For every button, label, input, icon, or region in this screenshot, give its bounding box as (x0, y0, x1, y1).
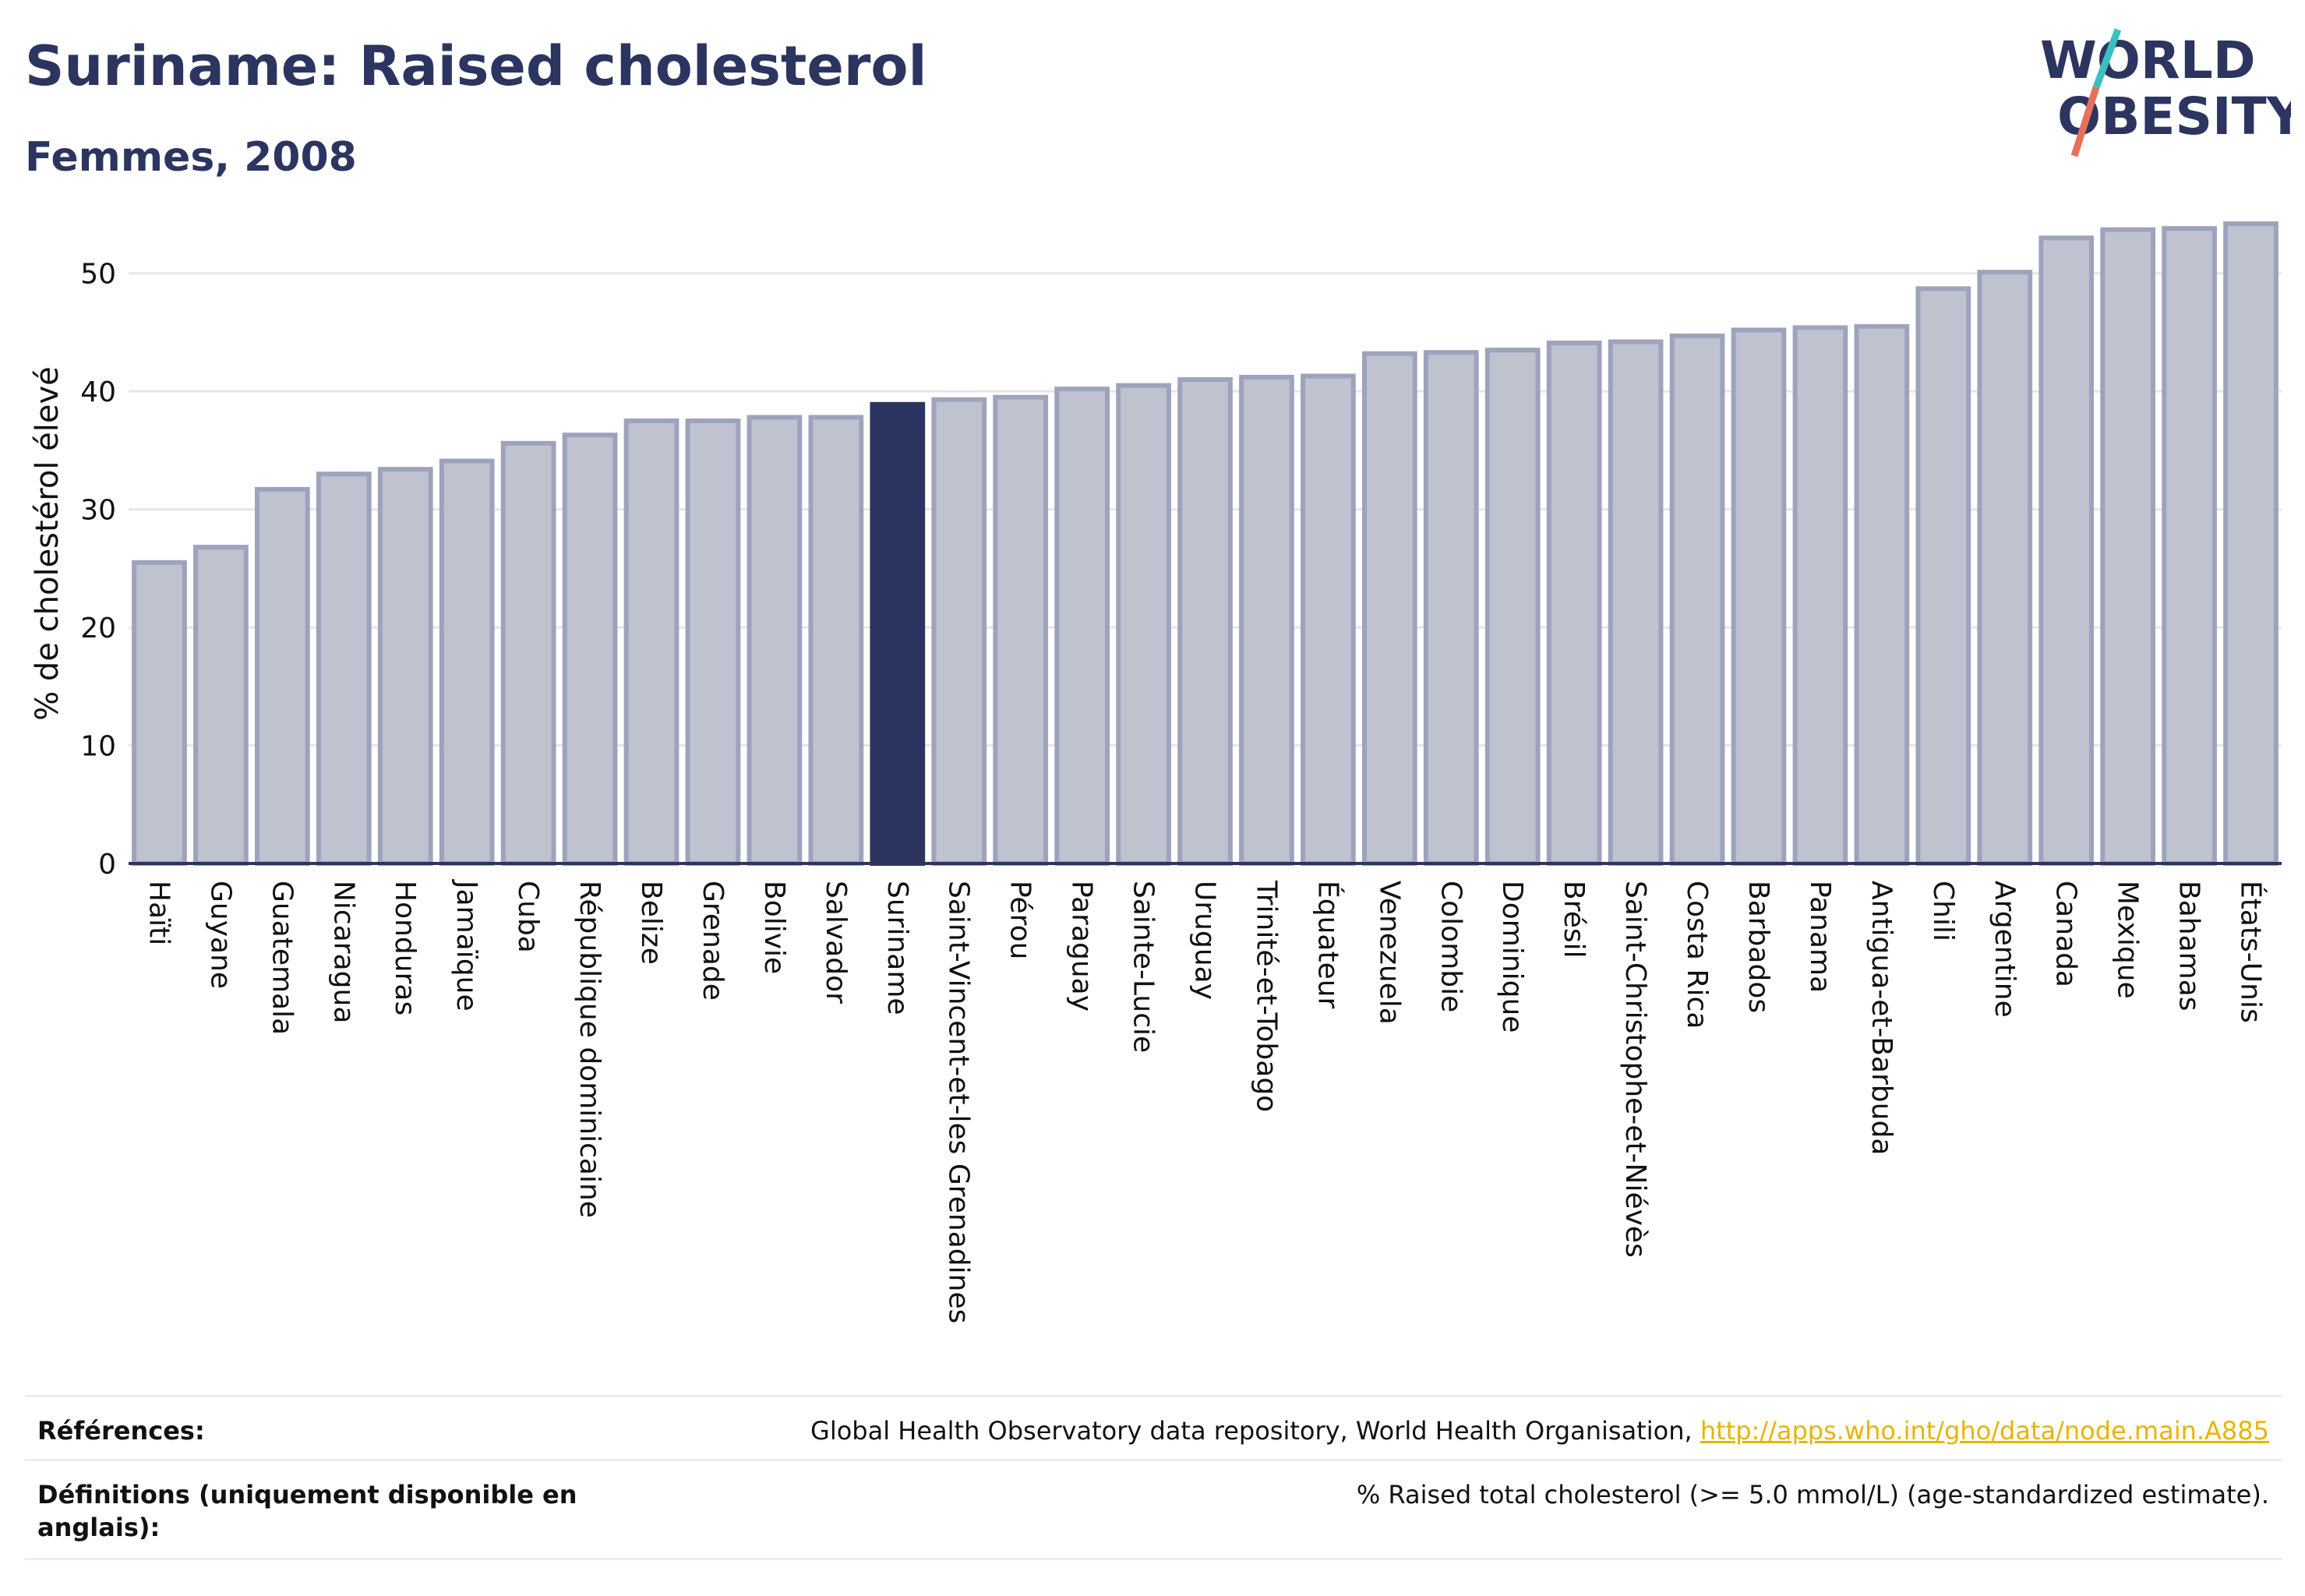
chart-title: Suriname: Raised cholesterol (25, 34, 927, 98)
x-tick-label: Antigua-et-Barbuda (1866, 881, 1897, 1155)
x-tick-label: Équateur (1311, 881, 1344, 1009)
references-label: Références: (37, 1416, 205, 1446)
x-tick-label: Colombie (1435, 881, 1467, 1012)
bar[interactable] (1301, 373, 1356, 866)
definitions-label: Définitions (uniquement disponible en an… (37, 1480, 577, 1542)
bar[interactable] (1977, 270, 2033, 867)
x-tick-label: Panama (1804, 881, 1836, 993)
x-tick-label: République dominicaine (574, 881, 605, 1218)
bar[interactable] (193, 545, 249, 866)
y-tick-label: 40 (80, 376, 116, 408)
bar[interactable] (747, 415, 803, 866)
bar[interactable] (439, 458, 495, 866)
chart-subtitle: Femmes, 2008 (25, 134, 357, 181)
bar[interactable] (2100, 227, 2156, 866)
bar[interactable] (2223, 221, 2279, 866)
x-tick-label: Venezuela (1373, 881, 1405, 1025)
x-tick-label: Uruguay (1189, 881, 1221, 1000)
bar[interactable] (1915, 286, 1971, 866)
bar[interactable] (132, 560, 187, 866)
x-tick-label: États-Unis (2235, 881, 2268, 1023)
logo-slash-coral (2070, 86, 2100, 157)
bar[interactable] (623, 418, 679, 866)
x-tick-label: Chili (1927, 881, 1959, 941)
x-tick-label: Paraguay (1066, 881, 1098, 1012)
references-row: Références: Global Health Observatory da… (25, 1395, 2282, 1461)
x-tick-label: Grenade (697, 881, 729, 1001)
y-tick-label: 50 (80, 259, 116, 291)
bar[interactable] (931, 397, 987, 866)
x-tick-label: Bahamas (2173, 881, 2205, 1012)
x-axis-labels: Haïti Guyane Guatemala Nicaragua Honduras Jam… (143, 879, 2267, 1323)
x-tick-label: Guatemala (266, 881, 298, 1035)
y-axis-label: % de cholestérol élevé (30, 366, 65, 721)
bar[interactable] (1361, 351, 1417, 866)
world-obesity-logo: WORLD OBESITY (2040, 28, 2291, 157)
bar[interactable] (993, 394, 1049, 867)
bar[interactable] (1854, 323, 1910, 866)
definitions-row: Définitions (uniquement disponible en an… (25, 1459, 2282, 1560)
bar[interactable] (1423, 350, 1479, 866)
x-tick-label: Sainte-Lucie (1128, 881, 1160, 1053)
bar[interactable] (1546, 341, 1602, 866)
x-tick-label: Bolivie (758, 881, 790, 974)
bar[interactable] (500, 440, 556, 866)
bar[interactable] (1484, 348, 1541, 866)
logo-slash-teal (2092, 28, 2122, 89)
bar[interactable] (1239, 375, 1294, 866)
x-tick-label: Barbados (1742, 881, 1774, 1013)
x-tick-label: Cuba (512, 881, 544, 953)
definitions-value: % Raised total cholesterol (>= 5.0 mmol/… (1356, 1480, 2269, 1509)
bar[interactable] (1731, 327, 1787, 866)
y-tick-label: 10 (80, 731, 116, 763)
y-tick-label: 0 (98, 849, 116, 881)
x-tick-label: Guyane (204, 881, 236, 989)
bar[interactable] (1054, 387, 1110, 867)
x-tick-label: Honduras (389, 881, 421, 1015)
y-axis-ticks: 0 10 20 30 40 50 (80, 259, 116, 881)
x-tick-label: Nicaragua (327, 881, 359, 1023)
bars (132, 221, 2279, 867)
x-tick-label: Belize (635, 881, 667, 965)
references-link[interactable]: http://apps.who.int/gho/data/node.main.A… (1700, 1416, 2269, 1446)
bar[interactable] (2038, 235, 2095, 867)
bar[interactable] (1177, 377, 1233, 866)
bar[interactable] (2162, 226, 2217, 866)
references-value: Global Health Observatory data repositor… (810, 1414, 2269, 1447)
bar[interactable] (1792, 325, 1848, 866)
x-tick-label: Argentine (1989, 881, 2021, 1018)
bar[interactable] (562, 433, 618, 866)
bar[interactable] (870, 401, 926, 866)
y-tick-label: 20 (80, 613, 116, 644)
bar-chart: 0 10 20 30 40 50 Haïti Guyane Guatemala Nicaragu… (30, 221, 2282, 1323)
x-tick-label: Trinité-et-Tobago (1250, 880, 1282, 1112)
x-tick-label: Haïti (143, 881, 175, 945)
y-tick-label: 30 (80, 495, 116, 527)
bar[interactable] (254, 486, 310, 866)
bar[interactable] (377, 467, 433, 867)
x-tick-label: Canada (2050, 881, 2082, 987)
bar[interactable] (685, 418, 741, 866)
x-tick-label: Salvador (820, 881, 852, 1004)
x-tick-label: Pérou (1004, 881, 1036, 959)
footer: Références: Global Health Observatory da… (25, 1395, 2282, 1566)
x-tick-label: Suriname (881, 881, 913, 1015)
logo-word-1: WORLD (2040, 30, 2256, 90)
x-tick-label: Jamaïque (450, 879, 482, 1012)
bar[interactable] (1116, 383, 1171, 867)
x-tick-label: Costa Rica (1681, 881, 1713, 1029)
bar[interactable] (1669, 333, 1725, 866)
bar[interactable] (1608, 339, 1664, 866)
bar[interactable] (316, 471, 372, 866)
bar[interactable] (808, 415, 864, 866)
x-tick-label: Saint-Vincent-et-les Grenadines (943, 881, 975, 1323)
x-tick-label: Brésil (1558, 881, 1590, 959)
x-tick-label: Mexique (2112, 881, 2144, 999)
references-text: Global Health Observatory data repositor… (810, 1416, 1700, 1446)
x-tick-label: Saint-Christophe-et-Niévès (1619, 881, 1651, 1258)
x-tick-label: Dominique (1496, 881, 1528, 1033)
